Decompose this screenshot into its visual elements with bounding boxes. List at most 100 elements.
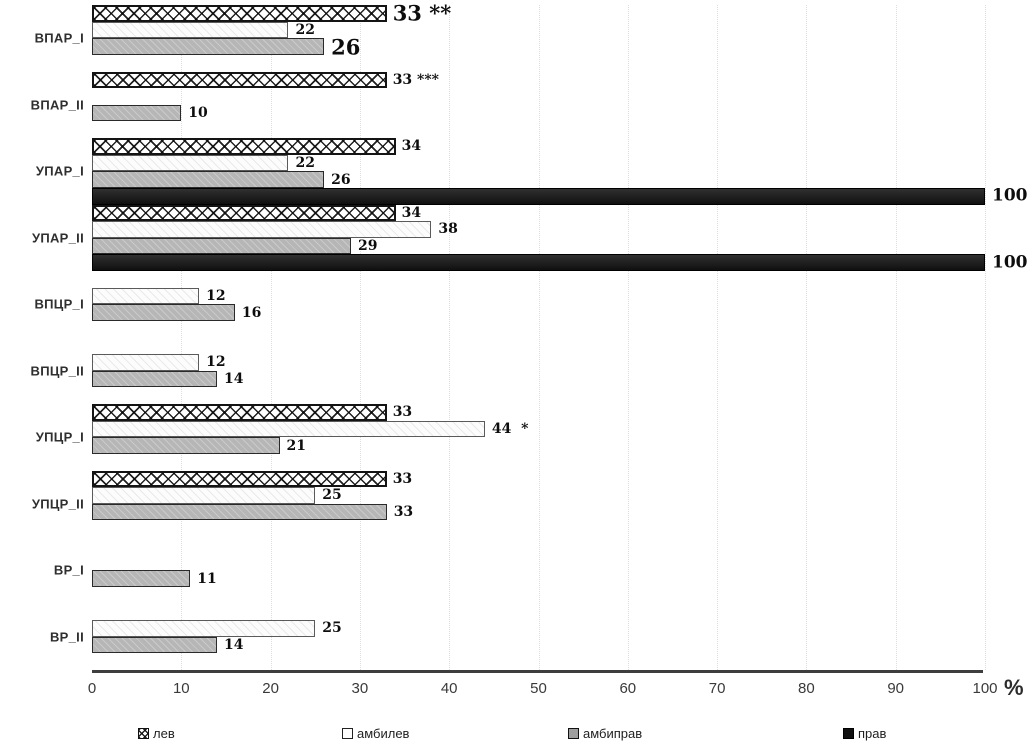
gridline: [895, 5, 897, 670]
bar-ambiprav: 33: [92, 503, 413, 521]
bar-slot: [92, 554, 1030, 571]
value-label: 21: [286, 437, 306, 454]
category-label: ВР_II: [49, 629, 84, 645]
gridline: [717, 5, 719, 670]
value-label: 16: [241, 304, 262, 321]
bar-slot: 21: [92, 437, 1030, 454]
value-label: 44 *: [491, 420, 529, 437]
bar-slot: 22: [92, 21, 1030, 39]
category-band: ВПЦР_I 12 16: [0, 271, 1030, 338]
category-label: УПЦР_I: [35, 429, 84, 445]
value-label: 33: [393, 504, 414, 521]
bar-slot: 11: [92, 570, 1030, 587]
bar-slot: 33: [92, 470, 1030, 488]
bar-slot: [92, 88, 1030, 105]
plot-area: ВПАР_I 33 ** 22 26 ВПАР_II 33 *** 10 УПАР_I 34 22…: [0, 3, 1030, 671]
bar-lev: 34: [92, 138, 421, 155]
bar-slot: 33 **: [92, 3, 1030, 24]
category-band: УПЦР_I 33 44 * 21: [0, 404, 1030, 471]
bar-slot: 25: [92, 487, 1030, 504]
bar-slot: [92, 338, 1030, 355]
bar-ambiprav: 10: [92, 104, 208, 122]
bar-slot: 100: [92, 187, 1030, 205]
category-band: ВПАР_II 33 *** 10: [0, 71, 1030, 139]
gridline: [806, 5, 808, 670]
gridline: [627, 5, 629, 670]
bar-lev: 33 ***: [92, 71, 439, 89]
category-label: ВР_I: [53, 562, 84, 578]
bar-lev: 33 **: [92, 3, 451, 24]
x-tick-label: 50: [530, 680, 547, 697]
gridlines-layer: [92, 5, 986, 670]
value-label: 33 ***: [392, 71, 440, 88]
x-tick-label: 20: [262, 680, 279, 697]
legend-item-ambiprav: амбиправ: [568, 726, 642, 741]
value-label: 34: [401, 204, 422, 221]
value-label: 33: [392, 404, 413, 421]
value-label: 11: [197, 570, 217, 587]
value-label: 25: [322, 620, 342, 637]
bar-slot: 26: [92, 34, 1030, 60]
legend-item-prav: прав: [843, 726, 886, 741]
bar-prav: 100: [92, 254, 1028, 271]
category-band: ВР_II 25 14: [0, 604, 1030, 671]
x-tick-label: 60: [619, 680, 637, 697]
bar-slot: 22: [92, 154, 1030, 172]
bar-slot: 25: [92, 620, 1030, 637]
gridline: [985, 5, 986, 670]
bar-ambiprav: 14: [92, 636, 244, 654]
bar-slots: 34 22 26 100: [92, 138, 1030, 205]
category-band: УПАР_I 34 22 26 100: [0, 138, 1030, 205]
bar-slot: 14: [92, 636, 1030, 654]
bar-prav: 100: [92, 187, 1028, 205]
bar-slot: [92, 520, 1030, 537]
bar-ambiprav: 21: [92, 437, 306, 454]
bar-slot: [92, 587, 1030, 604]
x-tick-label: 70: [708, 680, 726, 697]
bar-slot: [92, 653, 1030, 670]
bar-ambilev: 22: [92, 154, 315, 172]
value-label: 29: [357, 238, 378, 255]
legend-label: прав: [858, 726, 887, 741]
category-label: УПАР_II: [31, 230, 84, 246]
bar-ambilev: 22: [92, 21, 315, 39]
bar-slot: [92, 321, 1030, 338]
legend: лев амбилев амбиправ прав: [0, 726, 1030, 748]
category-label: ВПАР_I: [34, 30, 84, 46]
bar-slot: 33 ***: [92, 71, 1030, 89]
bar-slot: 29: [92, 237, 1030, 255]
value-label: 26: [331, 171, 351, 188]
value-label: 22: [295, 154, 315, 171]
bar-slot: 38: [92, 221, 1030, 238]
bar-slots: 11: [92, 537, 1030, 604]
bar-lev: 33: [92, 470, 412, 488]
value-label: 14: [224, 637, 244, 654]
bar-ambiprav: 14: [92, 370, 244, 388]
legend-label: амбиправ: [583, 726, 643, 741]
legend-label: амбилев: [357, 726, 410, 741]
bar-slot: 16: [92, 304, 1030, 321]
value-label: 26: [331, 34, 361, 60]
gridline: [538, 5, 540, 670]
bar-slot: 33: [92, 503, 1030, 521]
bar-slots: 12 16: [92, 271, 1030, 338]
bar-slot: 44 *: [92, 420, 1030, 438]
legend-label: лев: [153, 726, 175, 741]
legend-swatch-prav-icon: [843, 728, 854, 739]
x-tick-label: 40: [440, 680, 458, 697]
value-label: 12: [206, 354, 226, 371]
bar-slot: 12: [92, 354, 1030, 371]
bar-slots: 12 14: [92, 338, 1030, 405]
value-label: 14: [224, 371, 244, 388]
bar-slot: [92, 537, 1030, 554]
category-band: ВПАР_I 33 ** 22 26: [0, 3, 1030, 72]
bar-slot: 26: [92, 171, 1030, 188]
bar-slot: [92, 121, 1030, 138]
category-label: ВПАР_II: [30, 97, 84, 113]
gridline: [359, 5, 361, 670]
gridline: [449, 5, 451, 670]
value-label: 12: [206, 287, 226, 304]
bar-slot: 14: [92, 370, 1030, 388]
gridline: [270, 5, 272, 670]
category-label: УПАР_I: [35, 163, 84, 179]
